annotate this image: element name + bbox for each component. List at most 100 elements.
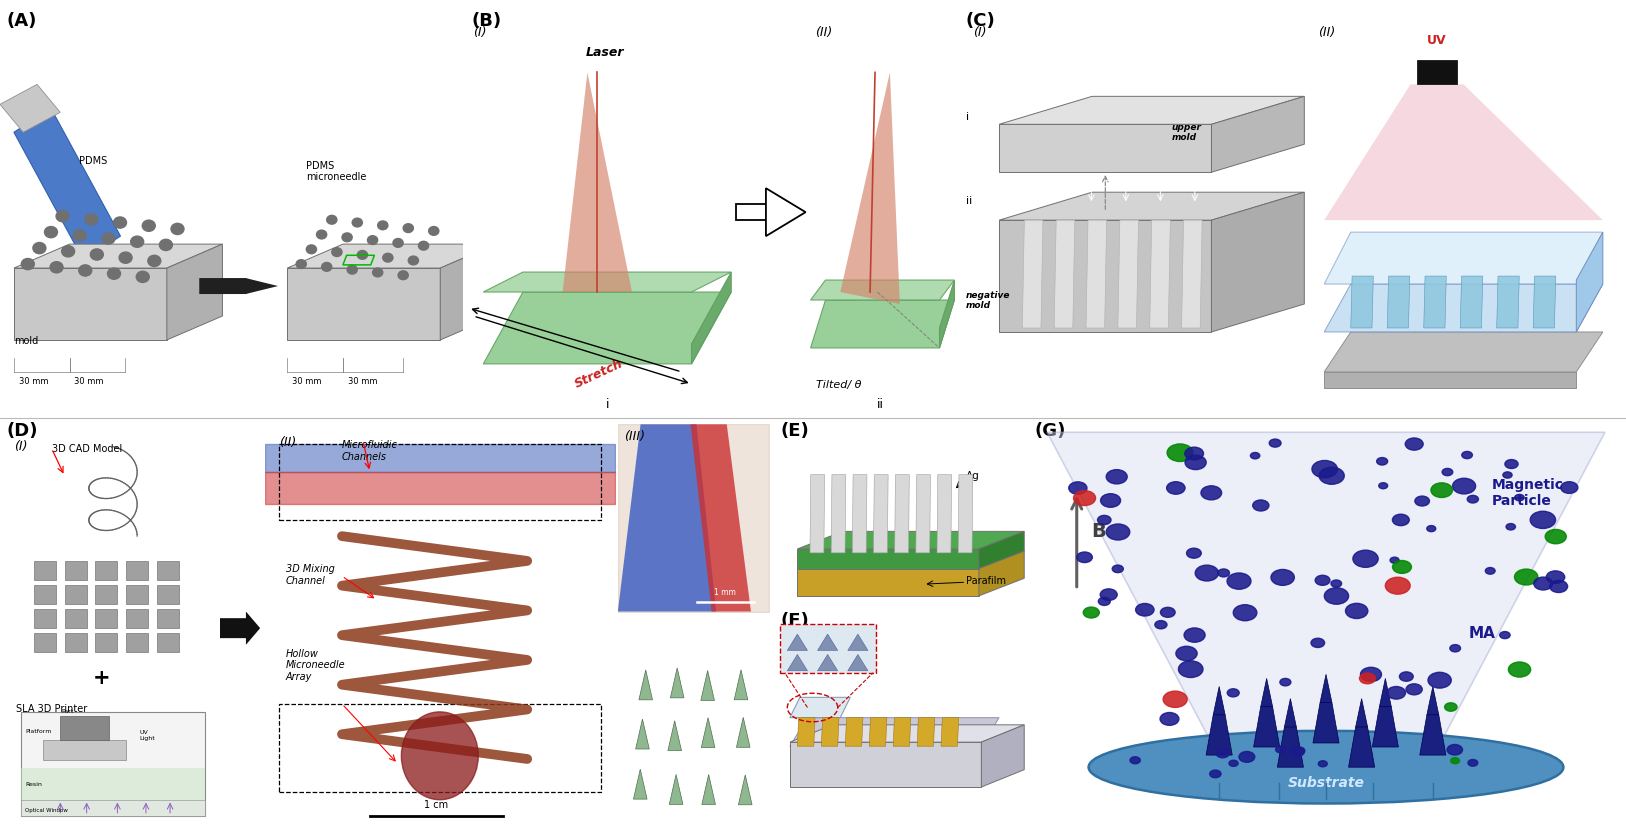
Polygon shape [831, 474, 846, 552]
Polygon shape [1260, 678, 1273, 706]
Polygon shape [738, 775, 753, 805]
Circle shape [1467, 495, 1478, 503]
Polygon shape [790, 725, 1024, 742]
Text: i: i [605, 398, 610, 411]
Polygon shape [691, 424, 751, 612]
Circle shape [1426, 526, 1436, 532]
Text: 1 mm: 1 mm [714, 587, 737, 597]
Polygon shape [790, 742, 982, 787]
Polygon shape [636, 719, 649, 749]
Circle shape [1345, 603, 1367, 618]
Circle shape [1550, 580, 1567, 592]
Circle shape [50, 262, 63, 273]
Circle shape [1332, 580, 1341, 587]
Polygon shape [15, 108, 120, 260]
Circle shape [1387, 686, 1405, 699]
Polygon shape [737, 204, 776, 220]
Polygon shape [0, 84, 60, 132]
Polygon shape [1496, 276, 1519, 328]
Text: PDMS
microneedle: PDMS microneedle [306, 161, 366, 182]
Polygon shape [982, 725, 1024, 787]
Polygon shape [797, 532, 1024, 549]
Polygon shape [790, 718, 998, 746]
Polygon shape [1460, 276, 1483, 328]
Text: UV: UV [1428, 34, 1447, 47]
Circle shape [372, 268, 382, 277]
Polygon shape [1320, 675, 1332, 702]
Text: +: + [93, 668, 111, 688]
Polygon shape [894, 474, 909, 552]
Circle shape [1163, 691, 1187, 707]
Circle shape [119, 252, 132, 263]
Bar [1418, 61, 1457, 84]
Circle shape [44, 226, 57, 238]
Bar [21, 712, 205, 815]
Bar [280, 704, 600, 792]
Polygon shape [1428, 686, 1439, 715]
Polygon shape [737, 717, 750, 747]
Circle shape [1353, 550, 1379, 567]
Circle shape [1361, 667, 1382, 681]
Circle shape [398, 271, 408, 280]
Polygon shape [634, 769, 647, 799]
Circle shape [1359, 673, 1376, 684]
Circle shape [1385, 577, 1410, 594]
Text: Hollow
Microneedle
Array: Hollow Microneedle Array [286, 649, 346, 682]
Polygon shape [1119, 220, 1138, 328]
Bar [280, 444, 600, 520]
Circle shape [102, 233, 115, 244]
Text: Laser: Laser [585, 47, 624, 59]
Circle shape [1499, 631, 1511, 639]
Polygon shape [937, 474, 951, 552]
Bar [34, 609, 55, 628]
Circle shape [1098, 597, 1111, 606]
Circle shape [1319, 468, 1345, 484]
Circle shape [1502, 472, 1512, 478]
Text: (III): (III) [624, 430, 646, 443]
Polygon shape [797, 551, 1024, 568]
Text: Microfluidic
Channels: Microfluidic Channels [341, 440, 398, 462]
Circle shape [317, 230, 327, 239]
Circle shape [1315, 575, 1330, 586]
Circle shape [1379, 483, 1387, 488]
Circle shape [1176, 646, 1197, 661]
Circle shape [1468, 760, 1478, 766]
Polygon shape [1150, 220, 1171, 328]
Polygon shape [618, 424, 715, 612]
Polygon shape [790, 697, 850, 718]
Polygon shape [1213, 686, 1224, 715]
Text: (I): (I) [473, 27, 486, 39]
Bar [65, 585, 86, 604]
Circle shape [1073, 491, 1096, 506]
Bar [127, 585, 148, 604]
Circle shape [1311, 638, 1325, 647]
Circle shape [1514, 569, 1538, 585]
Bar [21, 800, 205, 815]
Circle shape [1405, 438, 1423, 450]
Circle shape [1106, 469, 1127, 484]
Text: (F): (F) [780, 612, 810, 630]
Circle shape [1506, 459, 1519, 468]
Polygon shape [483, 272, 732, 292]
Bar [65, 633, 86, 652]
Text: 3D CAD Model: 3D CAD Model [52, 444, 122, 454]
Bar [96, 609, 117, 628]
Polygon shape [288, 268, 441, 340]
Circle shape [1270, 439, 1281, 447]
Circle shape [1161, 607, 1176, 617]
Text: Magnetic
Particle: Magnetic Particle [1493, 478, 1564, 508]
Text: negative
mold: negative mold [966, 290, 1010, 310]
Polygon shape [787, 634, 808, 651]
Circle shape [367, 235, 377, 245]
Polygon shape [941, 718, 959, 746]
Polygon shape [787, 655, 808, 671]
Polygon shape [1254, 706, 1280, 747]
Text: ii: ii [876, 398, 883, 411]
Circle shape [429, 226, 439, 235]
Circle shape [62, 245, 75, 257]
Bar [127, 609, 148, 628]
Text: PDMS: PDMS [78, 156, 107, 166]
Bar [96, 585, 117, 604]
Circle shape [1202, 486, 1221, 500]
Text: Tilted/ θ: Tilted/ θ [816, 380, 860, 390]
